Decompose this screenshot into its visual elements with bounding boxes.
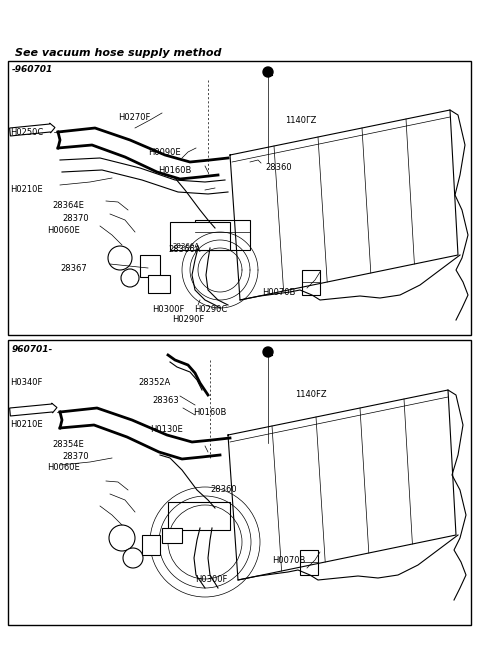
Text: H0250C: H0250C <box>10 128 43 137</box>
Circle shape <box>263 347 273 357</box>
Text: -960701: -960701 <box>12 65 53 74</box>
Text: 28370: 28370 <box>62 214 89 223</box>
Text: H0300F: H0300F <box>152 305 184 314</box>
Bar <box>142 535 160 555</box>
Text: H0090E: H0090E <box>148 148 180 157</box>
Text: 28363: 28363 <box>152 396 179 405</box>
Text: H0130E: H0130E <box>150 425 183 434</box>
Circle shape <box>108 246 132 270</box>
Text: H0060E: H0060E <box>47 463 80 472</box>
FancyArrow shape <box>10 403 57 416</box>
Bar <box>302 270 320 295</box>
Text: 28360: 28360 <box>210 485 237 494</box>
Text: H0060E: H0060E <box>47 226 80 235</box>
Bar <box>162 528 182 543</box>
Text: H0300F: H0300F <box>195 575 228 584</box>
Circle shape <box>263 67 273 77</box>
Text: H0270F: H0270F <box>118 113 150 122</box>
FancyArrow shape <box>10 123 55 136</box>
Text: H0160B: H0160B <box>158 166 192 175</box>
Circle shape <box>109 525 135 551</box>
Bar <box>168 502 230 530</box>
Text: 28352A: 28352A <box>138 378 170 387</box>
Text: H0070B: H0070B <box>262 288 295 297</box>
Text: H0290F: H0290F <box>172 315 204 324</box>
Text: H0210E: H0210E <box>10 185 43 194</box>
Text: 960701-: 960701- <box>12 345 53 354</box>
Text: 28366A: 28366A <box>168 245 201 254</box>
Text: H0340F: H0340F <box>10 378 42 387</box>
Text: H0210E: H0210E <box>10 420 43 429</box>
Text: 28370: 28370 <box>62 452 89 461</box>
Text: 1140ΓZ: 1140ΓZ <box>285 116 316 125</box>
Bar <box>8 61 471 335</box>
Bar <box>8 340 471 625</box>
Text: 28367: 28367 <box>60 264 87 273</box>
Text: 28354E: 28354E <box>52 440 84 449</box>
Text: H0070B: H0070B <box>272 556 305 565</box>
Circle shape <box>123 548 143 568</box>
Text: H0290C: H0290C <box>194 305 227 314</box>
Text: 28366A: 28366A <box>173 243 200 249</box>
Text: H0160B: H0160B <box>193 408 227 417</box>
Bar <box>170 222 230 250</box>
Bar <box>195 220 250 250</box>
Bar <box>300 550 318 575</box>
Text: See vacuum hose supply method: See vacuum hose supply method <box>15 48 221 58</box>
Bar <box>140 255 160 277</box>
Text: 1140FZ: 1140FZ <box>295 390 326 399</box>
Circle shape <box>121 269 139 287</box>
Bar <box>148 275 170 293</box>
Text: 28364E: 28364E <box>52 201 84 210</box>
Text: 28360: 28360 <box>265 163 292 172</box>
